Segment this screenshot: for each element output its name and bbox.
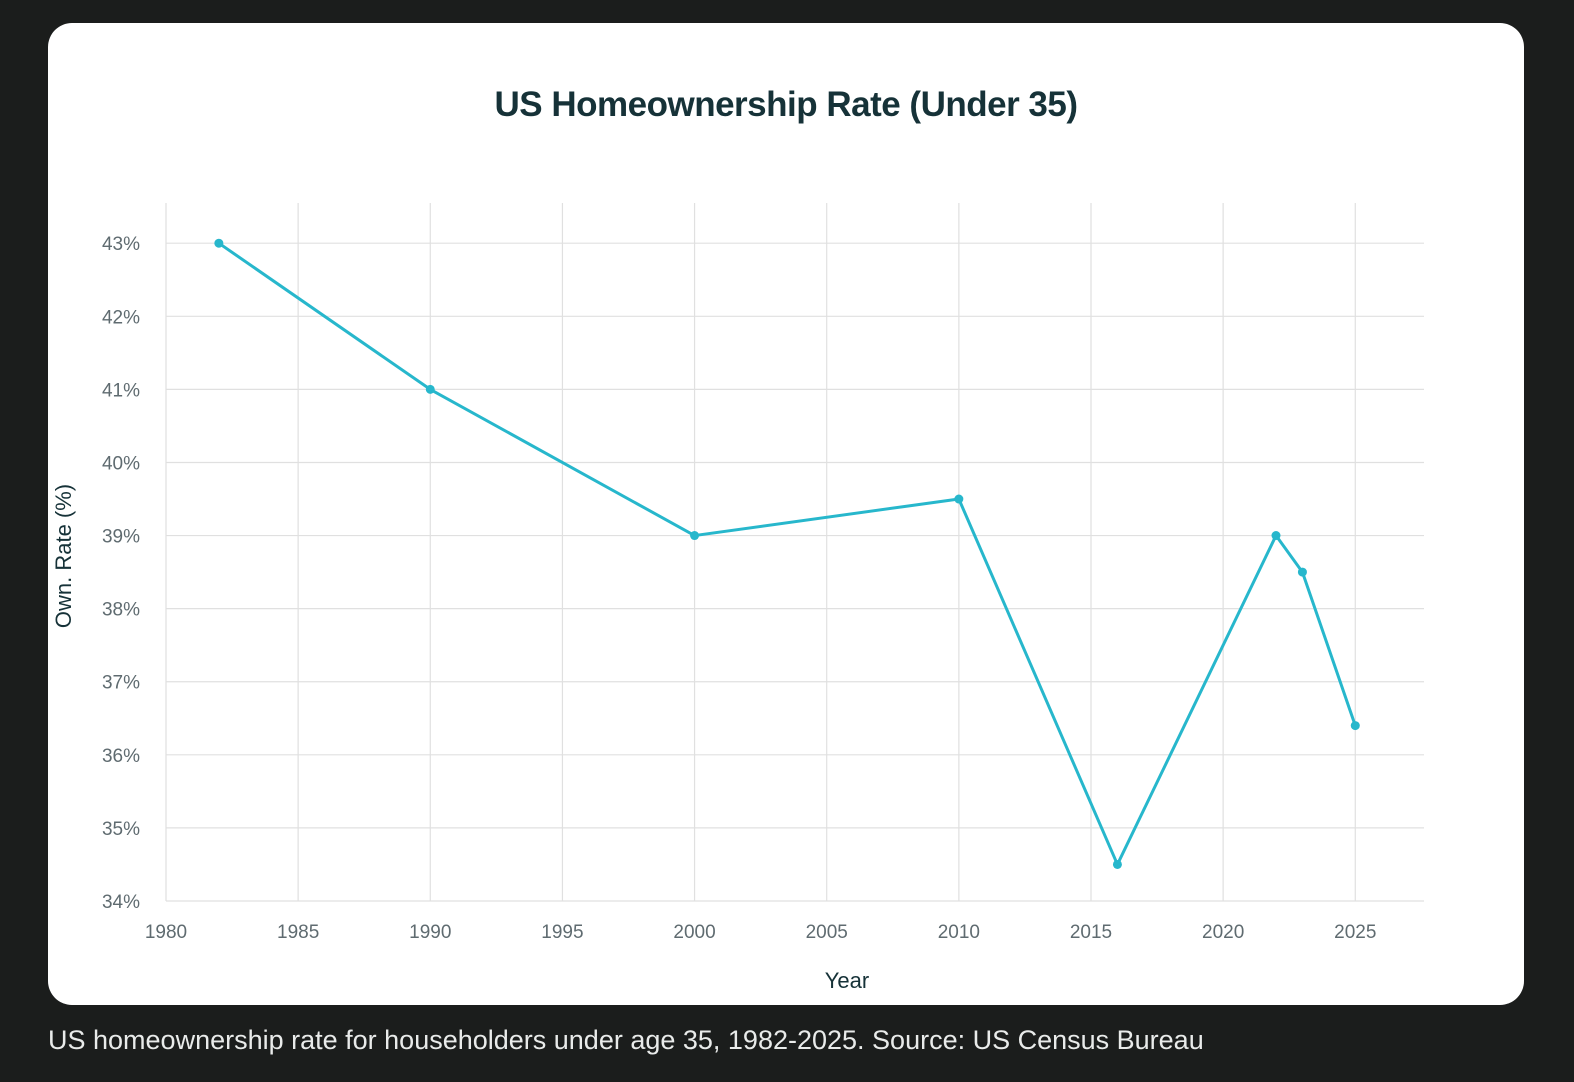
x-tick-label: 2015 <box>1070 922 1112 943</box>
data-point <box>1112 859 1122 869</box>
x-tick-label: 2010 <box>938 922 980 943</box>
data-point <box>954 494 964 504</box>
x-tick-label: 1995 <box>541 922 583 943</box>
y-tick-label: 37% <box>102 673 140 694</box>
x-tick-label: 2020 <box>1202 922 1244 943</box>
y-tick-label: 39% <box>102 527 140 548</box>
data-point <box>690 531 700 541</box>
y-tick-label: 42% <box>102 307 140 328</box>
data-point <box>1350 721 1360 731</box>
x-tick-label: 2000 <box>673 922 715 943</box>
data-point <box>1271 531 1281 541</box>
data-point <box>425 384 435 394</box>
x-tick-label: 1990 <box>409 922 451 943</box>
line-chart: 34% 35% 36% 37% 38% 39% 40% 41% 42% 43% 1980 1985 19… <box>51 203 1424 993</box>
y-tick-label: 35% <box>102 819 140 840</box>
x-tick-label: 1980 <box>145 922 187 943</box>
y-tick-label: 38% <box>102 600 140 621</box>
chart-title: US Homeownership Rate (Under 35) <box>494 85 1079 124</box>
y-tick-label: 41% <box>102 380 140 401</box>
data-point <box>1297 567 1307 577</box>
y-tick-label: 43% <box>102 234 140 255</box>
x-axis-title: Year <box>825 968 869 993</box>
y-tick-label: 40% <box>102 453 140 474</box>
series-line <box>217 241 1357 866</box>
y-tick-label: 36% <box>102 746 140 767</box>
y-tick-label: 34% <box>102 892 140 913</box>
x-tick-label: 2005 <box>806 922 848 943</box>
x-tick-label: 1985 <box>277 922 319 943</box>
chart-card: US Homeownership Rate (Under 35) 34% 35% 3… <box>48 23 1524 1005</box>
y-axis-title: Own. Rate (%) <box>51 484 76 628</box>
data-point <box>214 238 224 248</box>
figure-caption: US homeownership rate for householders u… <box>48 1025 1204 1055</box>
x-tick-label: 2025 <box>1334 922 1376 943</box>
